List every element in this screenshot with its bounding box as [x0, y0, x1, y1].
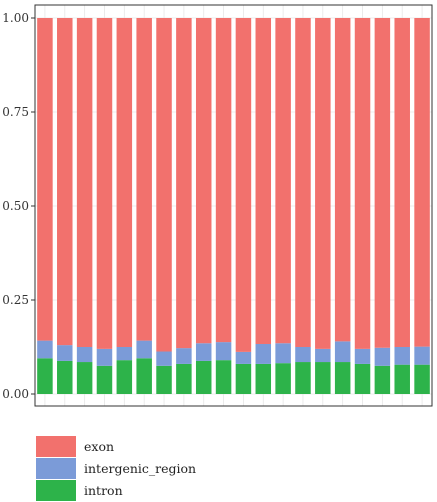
bar-segment-exon	[156, 18, 172, 352]
bar-segment-intergenic-region	[394, 347, 410, 365]
bar-segment-intergenic-region	[295, 347, 311, 363]
bar-segment-exon	[136, 18, 152, 341]
bar-segment-exon	[96, 18, 113, 349]
legend: exon intergenic_region intron	[36, 436, 196, 502]
bar-segment-intergenic-region	[116, 347, 133, 361]
legend-item-intergenic-region: intergenic_region	[36, 458, 196, 479]
legend-item-exon: exon	[36, 436, 196, 457]
bar-segment-intergenic-region	[136, 340, 152, 359]
bar-segment-intergenic-region	[414, 346, 430, 365]
bar-segment-intron	[57, 360, 73, 394]
legend-label-intergenic-region: intergenic_region	[84, 461, 197, 476]
bar-segment-intergenic-region	[76, 347, 93, 363]
bar-segment-intron	[195, 360, 212, 394]
bar-segment-exon	[255, 18, 272, 344]
bar-segment-exon	[315, 18, 331, 349]
bar-segment-exon	[37, 18, 53, 341]
bar-segment-intron	[76, 362, 93, 394]
bar-segment-intergenic-region	[315, 348, 331, 363]
bar-segment-intron	[334, 362, 351, 394]
y-tick-label: 1.00	[2, 11, 29, 25]
bar-segment-intron	[176, 363, 192, 394]
bar-segment-exon	[374, 18, 391, 348]
bar-segment-intron	[394, 364, 410, 394]
bar-segment-exon	[116, 18, 133, 347]
bar-segment-intergenic-region	[235, 351, 252, 364]
legend-item-intron: intron	[36, 480, 196, 501]
bar-segment-exon	[295, 18, 311, 347]
bar-segment-intergenic-region	[354, 348, 371, 364]
bar-segment-intergenic-region	[334, 341, 351, 363]
plot-panel-border	[34, 4, 433, 407]
bar-segment-exon	[275, 18, 291, 344]
bar-segment-intergenic-region	[215, 342, 232, 361]
bar-segment-intron	[354, 363, 371, 394]
bar-segment-intron	[156, 365, 172, 394]
bar-segment-intron	[37, 358, 53, 394]
bar-segment-intron	[414, 364, 430, 394]
bar-segment-intergenic-region	[37, 340, 53, 359]
bar-segment-intron	[136, 358, 152, 394]
bar-segment-exon	[76, 18, 93, 347]
bar-segment-intergenic-region	[374, 347, 391, 366]
bar-segment-exon	[414, 18, 430, 347]
bar-segment-intergenic-region	[96, 348, 113, 366]
legend-key-exon	[36, 436, 76, 457]
bar-segment-exon	[57, 18, 73, 346]
bar-segment-intergenic-region	[57, 345, 73, 361]
bar-segment-exon	[195, 18, 212, 344]
legend-label-intron: intron	[84, 483, 123, 498]
bar-segment-exon	[334, 18, 351, 342]
legend-label-exon: exon	[84, 439, 115, 454]
bar-segment-intergenic-region	[255, 343, 272, 364]
bar-segment-intergenic-region	[176, 348, 192, 364]
bar-segment-intron	[315, 362, 331, 394]
bar-segment-intron	[235, 363, 252, 394]
stacked-bar-chart: 0.00 0.25 0.50 0.75 1.00	[2, 4, 433, 407]
bar-segment-exon	[354, 18, 371, 349]
bar-segment-intron	[374, 365, 391, 394]
bar-segment-intron	[96, 365, 113, 394]
bars	[37, 5, 430, 406]
bar-segment-intergenic-region	[275, 343, 291, 364]
bar-segment-exon	[176, 18, 192, 349]
bar-segment-intergenic-region	[156, 351, 172, 366]
legend-key-intron	[36, 480, 76, 501]
y-tick-label: 0.50	[2, 199, 29, 213]
y-tick-label: 0.00	[2, 387, 29, 401]
bar-segment-intron	[255, 363, 272, 394]
y-tick-label: 0.25	[2, 293, 29, 307]
bar-segment-intron	[295, 362, 311, 394]
bar-segment-exon	[215, 18, 232, 343]
legend-key-intergenic-region	[36, 458, 76, 479]
bar-segment-intron	[116, 360, 133, 394]
y-tick-label: 0.75	[2, 105, 29, 119]
bar-segment-intergenic-region	[195, 343, 212, 361]
bar-segment-intron	[275, 363, 291, 394]
bar-segment-exon	[394, 18, 410, 347]
bar-segment-exon	[235, 18, 252, 352]
bar-segment-intron	[215, 360, 232, 394]
